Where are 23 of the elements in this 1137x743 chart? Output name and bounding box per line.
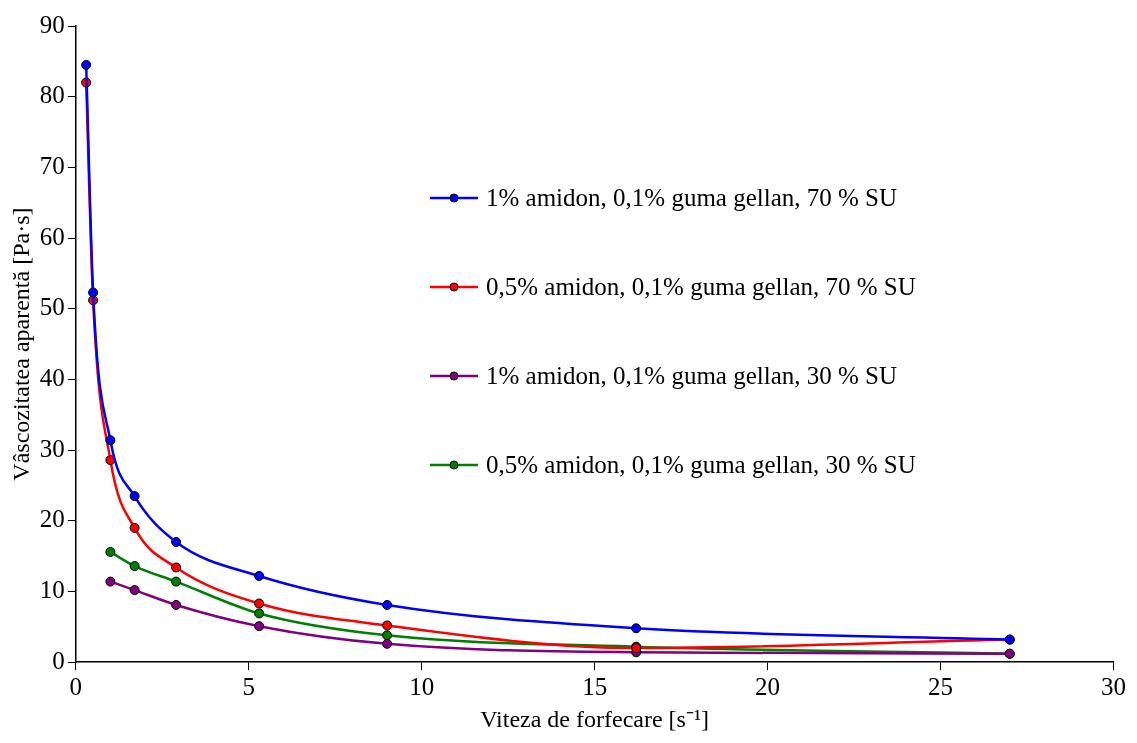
legend-label: 1% amidon, 0,1% guma gellan, 30 % SU	[486, 361, 898, 390]
x-tick-label: 5	[242, 672, 255, 700]
legend-label: 0,5% amidon, 0,1% guma gellan, 30 % SU	[486, 450, 916, 479]
y-tick-label: 50	[39, 293, 65, 321]
x-tick-label: 30	[1101, 672, 1126, 700]
x-tick-label: 10	[409, 672, 435, 700]
y-tick-label: 30	[39, 434, 65, 462]
legend-label: 0,5% amidon, 0,1% guma gellan, 70 % SU	[486, 272, 916, 301]
y-tick-label: 40	[39, 364, 65, 392]
y-tick-label: 10	[39, 576, 65, 604]
y-tick-label: 60	[39, 222, 65, 250]
x-tick-label: 25	[928, 672, 954, 700]
x-tick-label: 20	[755, 672, 781, 700]
x-axis-title: Viteza de forfecare [s⁻¹]	[480, 705, 710, 732]
y-axis-title: Vâscozitatea aparentă [Pa·s]	[7, 207, 34, 481]
y-tick-label: 80	[39, 81, 65, 109]
y-tick-label: 90	[39, 10, 65, 38]
x-tick-label: 0	[69, 672, 83, 700]
x-tick-label: 15	[582, 672, 608, 700]
y-tick-label: 0	[52, 646, 65, 674]
y-tick-label: 70	[39, 151, 65, 179]
y-tick-label: 20	[39, 505, 65, 533]
legend-label: 1% amidon, 0,1% guma gellan, 70 % SU	[486, 183, 898, 212]
